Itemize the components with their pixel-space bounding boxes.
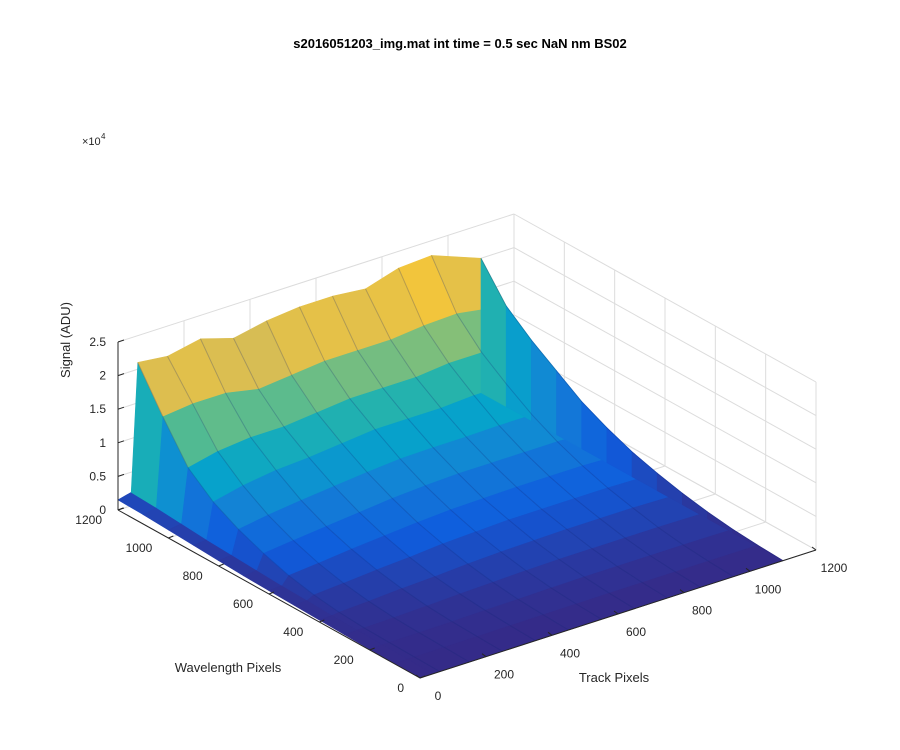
y-tick-label: 1000 bbox=[126, 541, 153, 555]
x-tick-mark bbox=[481, 653, 487, 658]
y-tick-mark bbox=[117, 507, 124, 511]
grid-line bbox=[513, 347, 817, 517]
axes-lines bbox=[117, 339, 817, 679]
z-tick-mark bbox=[117, 339, 125, 343]
surface-ridge bbox=[299, 306, 602, 620]
x-tick-mark bbox=[679, 589, 685, 594]
surface-edge bbox=[531, 339, 557, 436]
x-tick-label: 0 bbox=[435, 689, 442, 703]
y-tick-label: 800 bbox=[183, 569, 203, 583]
z-exponent-power: 4 bbox=[101, 132, 106, 141]
tick-labels: 00.511.522.50200400600800100012000200400… bbox=[75, 335, 847, 703]
x-tick-mark bbox=[811, 546, 817, 551]
surface-ridge bbox=[137, 362, 441, 673]
x-tick-mark bbox=[613, 610, 619, 615]
grid-line bbox=[513, 280, 817, 450]
grid-line bbox=[117, 213, 515, 343]
surface-edge bbox=[757, 544, 784, 561]
surface-edge bbox=[556, 369, 582, 450]
z-tick-label: 2.5 bbox=[89, 335, 106, 349]
y-tick-label: 600 bbox=[233, 597, 253, 611]
x-tick-mark bbox=[745, 567, 751, 572]
grid-line bbox=[513, 247, 817, 417]
y-axis-label: Wavelength Pixels bbox=[175, 660, 282, 675]
y-tick-label: 400 bbox=[283, 625, 303, 639]
surface-ridge bbox=[398, 267, 701, 588]
x-tick-mark bbox=[547, 631, 553, 636]
z-exponent-label: ×10 bbox=[82, 136, 101, 148]
x-tick-label: 1000 bbox=[755, 582, 782, 596]
x-tick-label: 400 bbox=[560, 646, 580, 660]
z-axis-label: Signal (ADU) bbox=[58, 302, 73, 378]
z-tick-mark bbox=[117, 440, 125, 444]
y-tick-label: 0 bbox=[397, 681, 404, 695]
z-tick-label: 1.5 bbox=[89, 402, 106, 416]
x-tick-mark bbox=[415, 674, 421, 679]
y-tick-mark bbox=[218, 563, 224, 567]
surface-ridge bbox=[266, 320, 569, 631]
y-tick-mark bbox=[268, 591, 275, 595]
surface-ridge bbox=[200, 338, 503, 652]
chart-title: s2016051203_img.mat int time = 0.5 sec N… bbox=[293, 36, 627, 51]
y-tick-mark bbox=[369, 647, 375, 651]
y-tick-mark bbox=[419, 675, 426, 679]
surface-ridge bbox=[167, 356, 470, 663]
z-tick-label: 2 bbox=[99, 369, 106, 383]
z-tick-mark bbox=[117, 373, 125, 377]
x-tick-label: 800 bbox=[692, 604, 712, 618]
surface-ridge bbox=[480, 258, 784, 562]
grid-line bbox=[513, 213, 817, 383]
z-tick-label: 0.5 bbox=[89, 469, 106, 483]
x-tick-label: 600 bbox=[626, 625, 646, 639]
x-tick-label: 200 bbox=[494, 668, 514, 682]
surface-ridge bbox=[233, 338, 536, 642]
y-tick-mark bbox=[319, 619, 325, 623]
surface-edge bbox=[480, 258, 507, 408]
z-tick-mark bbox=[117, 406, 125, 410]
grid-line bbox=[513, 314, 817, 484]
surface-ridge bbox=[431, 255, 734, 578]
surface-layer bbox=[117, 255, 784, 679]
z-tick-label: 0 bbox=[99, 503, 106, 517]
y-tick-label: 200 bbox=[334, 653, 354, 667]
z-tick-label: 1 bbox=[99, 436, 106, 450]
x-axis-label: Track Pixels bbox=[579, 670, 650, 685]
surface-ridge bbox=[332, 295, 635, 610]
x-tick-label: 1200 bbox=[821, 561, 848, 575]
y-tick-label: 1200 bbox=[75, 513, 102, 527]
z-tick-mark bbox=[117, 473, 125, 477]
surface-ridge bbox=[365, 288, 668, 599]
y-tick-mark bbox=[168, 535, 174, 539]
